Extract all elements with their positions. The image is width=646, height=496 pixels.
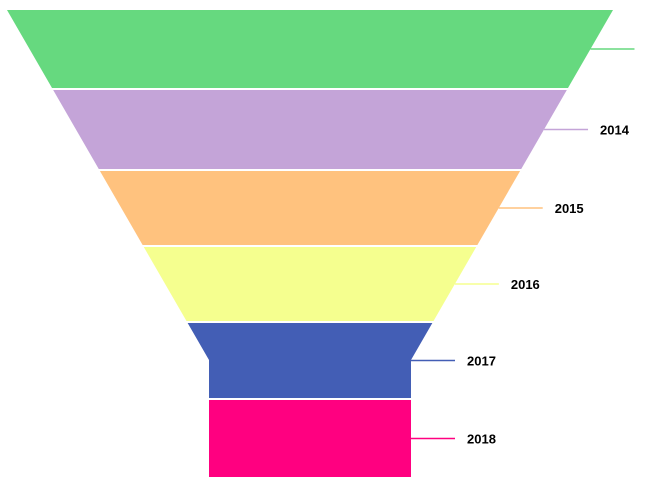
funnel-segment-2 <box>99 171 521 245</box>
funnel-segment-0 <box>7 10 613 88</box>
segment-label-2: 2015 <box>555 201 584 216</box>
segment-label-3: 2016 <box>511 277 540 292</box>
segment-label-5: 2018 <box>467 432 496 447</box>
funnel-segment-1 <box>53 90 567 169</box>
segment-label-1: 2014 <box>600 123 630 138</box>
funnel-segment-5 <box>209 400 411 477</box>
segment-label-4: 2017 <box>467 354 496 369</box>
funnel-segment-3 <box>143 247 477 321</box>
funnel-segment-4 <box>187 323 433 398</box>
